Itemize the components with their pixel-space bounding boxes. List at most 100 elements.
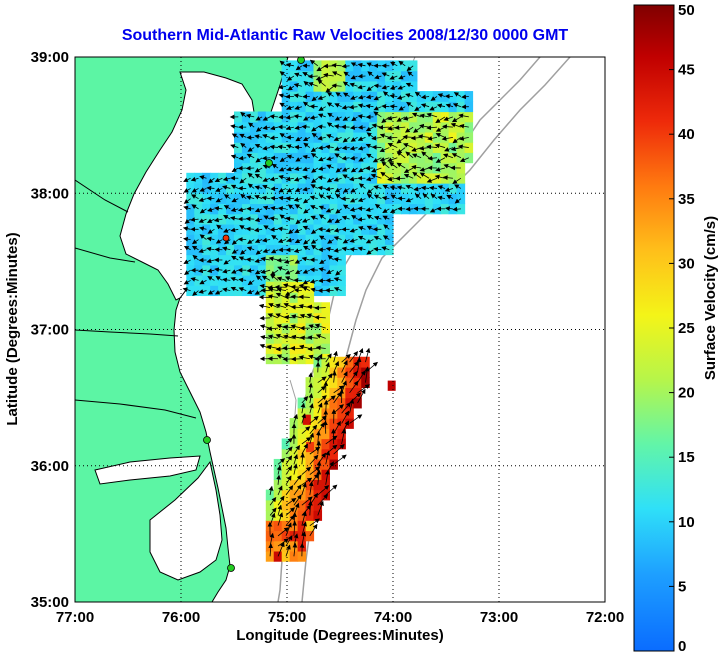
velocity-arrow (214, 290, 223, 295)
velocity-arrow (262, 125, 271, 131)
velocity-arrow (437, 195, 446, 201)
y-tick-label: 39:00 (31, 49, 69, 66)
station-marker (203, 436, 211, 444)
velocity-arrow (414, 91, 422, 97)
velocity-arrow (316, 460, 322, 475)
velocity-arrow (357, 370, 366, 383)
velocity-arrow (269, 114, 279, 119)
velocity-arrow (279, 102, 287, 108)
velocity-cell (306, 441, 315, 453)
velocity-arrow (430, 193, 438, 199)
velocity-arrow (301, 504, 312, 516)
velocity-arrow (310, 215, 318, 221)
velocity-arrow (342, 81, 350, 87)
velocity-arrow (301, 396, 309, 404)
velocity-arrow (390, 194, 398, 200)
velocity-arrow (348, 104, 358, 110)
velocity-arrow (309, 115, 318, 120)
velocity-arrow (302, 154, 310, 160)
velocity-arrow (349, 207, 358, 212)
velocity-arrow (279, 71, 287, 77)
velocity-cell (186, 203, 195, 215)
velocity-arrow (231, 255, 239, 261)
velocity-arrow (357, 62, 366, 68)
velocity-arrow (293, 197, 302, 202)
velocity-arrow (262, 205, 271, 211)
velocity-arrow (349, 361, 359, 373)
velocity-arrow (327, 254, 334, 261)
velocity-arrow (349, 247, 358, 252)
velocity-arrow (262, 133, 271, 139)
velocity-arrow (293, 474, 302, 486)
velocity-arrow (255, 126, 263, 132)
velocity-arrow (317, 415, 327, 424)
velocity-arrow (341, 410, 350, 424)
velocity-arrow (366, 225, 374, 231)
velocity-cell (226, 203, 235, 215)
velocity-arrow (269, 496, 277, 506)
velocity-arrow (261, 195, 271, 201)
velocity-arrow (349, 414, 363, 424)
velocity-arrow (341, 353, 351, 363)
velocity-arrow (206, 258, 215, 264)
velocity-arrow (254, 167, 263, 173)
velocity-arrow (389, 75, 398, 80)
velocity-arrow (285, 62, 295, 68)
velocity-arrow (333, 248, 342, 253)
velocity-arrow (283, 259, 295, 264)
velocity-arrow (285, 216, 294, 222)
velocity-arrow (333, 257, 342, 262)
velocity-arrow (308, 392, 314, 404)
velocity-arrow (183, 259, 191, 264)
velocity-arrow (191, 204, 199, 210)
velocity-arrow (333, 124, 342, 129)
velocity-arrow (325, 395, 336, 404)
velocity-arrow (215, 187, 223, 192)
velocity-arrow (254, 144, 263, 149)
velocity-arrow (382, 184, 390, 190)
colorbar-tick-label: 15 (678, 449, 695, 466)
velocity-arrow (286, 187, 295, 193)
velocity-arrow (270, 195, 279, 201)
velocity-arrow (421, 94, 430, 100)
velocity-arrow (198, 248, 207, 254)
velocity-arrow (366, 193, 374, 199)
velocity-arrow (367, 71, 374, 77)
velocity-arrow (310, 152, 319, 159)
velocity-arrow (350, 62, 358, 67)
velocity-arrow (318, 156, 326, 162)
velocity-arrow (269, 227, 279, 232)
velocity-arrow (309, 466, 321, 475)
velocity-arrow (303, 208, 311, 214)
velocity-arrow (333, 454, 347, 465)
velocity-arrow (326, 269, 334, 274)
velocity-arrow (365, 347, 371, 363)
velocity-arrow (238, 287, 247, 292)
velocity-arrow (277, 226, 287, 232)
velocity-arrow (389, 104, 398, 109)
velocity-arrow (350, 95, 358, 100)
velocity-arrow (271, 163, 279, 169)
velocity-arrow (396, 185, 406, 191)
velocity-arrow (333, 391, 342, 404)
velocity-arrow (260, 256, 271, 262)
velocity-arrow (357, 235, 366, 241)
velocity-arrow (315, 345, 326, 351)
velocity-arrow (293, 93, 302, 99)
velocity-arrow (270, 125, 279, 131)
velocity-cell (265, 499, 275, 511)
velocity-arrow (255, 157, 263, 163)
velocity-arrow (183, 205, 191, 211)
velocity-arrow (309, 415, 319, 424)
velocity-arrow (240, 111, 247, 118)
velocity-arrow (357, 384, 370, 394)
velocity-arrow (309, 267, 318, 273)
velocity-arrow (407, 71, 414, 77)
velocity-arrow (278, 84, 287, 90)
velocity-arrow (334, 103, 342, 108)
velocity-arrow (342, 92, 350, 98)
velocity-arrow (318, 278, 326, 284)
velocity-arrow (300, 402, 306, 414)
velocity-arrow (285, 114, 294, 120)
